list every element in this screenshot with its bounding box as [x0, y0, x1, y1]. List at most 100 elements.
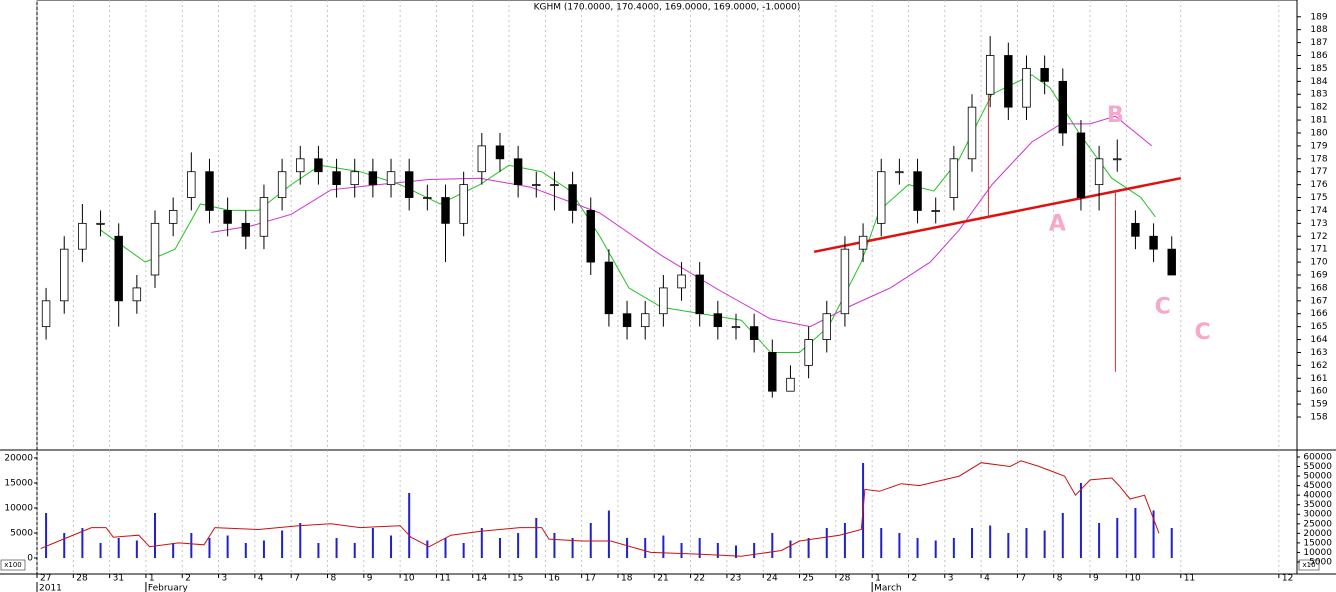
- volume-bar: [680, 543, 683, 558]
- candle-body: [350, 171, 359, 186]
- y-tick-label: 165: [1310, 322, 1327, 332]
- chart-title: KGHM (170.0000, 170.4000, 169.0000, 169.…: [534, 3, 801, 13]
- volume-bar: [208, 538, 211, 558]
- x-tick-label: 9: [367, 574, 373, 584]
- volume-bar: [408, 493, 411, 558]
- volume-bar: [1170, 528, 1173, 558]
- candle-body: [187, 171, 196, 198]
- volume-bar: [1098, 523, 1101, 558]
- volume-bar: [916, 538, 919, 558]
- y-tick-label: 169: [1310, 270, 1327, 280]
- candle-body: [731, 326, 741, 329]
- x-tick-label: 8: [1057, 574, 1063, 584]
- candle-body: [913, 171, 922, 211]
- candle-body: [877, 171, 886, 224]
- y2-unit-label: x10: [1302, 561, 1315, 569]
- volume-bar: [226, 535, 229, 558]
- indicator-line: [211, 115, 1153, 328]
- y-tick-label: 159: [1310, 400, 1327, 410]
- x-tick-label: 2: [911, 574, 917, 584]
- candle-body: [622, 313, 632, 328]
- candle-body: [132, 287, 142, 302]
- volume-bar: [99, 543, 102, 558]
- candle-body: [150, 222, 160, 276]
- annotation: B: [1107, 103, 1124, 128]
- x-tick-label: 10: [1129, 574, 1141, 584]
- y-tick-label: 173: [1310, 219, 1327, 229]
- x-tick-label: 18: [621, 574, 633, 584]
- x-tick-label: 21: [657, 574, 668, 584]
- candle-body: [695, 274, 704, 315]
- y-tick-label: 185: [1310, 64, 1327, 74]
- candle-body: [404, 171, 414, 198]
- x-tick-label: 24: [766, 574, 778, 584]
- candle-body: [241, 222, 251, 237]
- x-tick-label: 16: [548, 574, 560, 584]
- y2-tick-label: 45000: [1303, 481, 1332, 491]
- candle-body: [96, 222, 105, 225]
- volume-bar: [63, 533, 66, 558]
- candle-body: [822, 313, 831, 340]
- volume-bar: [553, 533, 556, 558]
- y-tick-label: 20000: [4, 454, 33, 464]
- x-tick-label: 28: [76, 574, 88, 584]
- unit-box: [1298, 559, 1320, 571]
- volume-bar: [1134, 508, 1137, 558]
- candle-body: [368, 171, 378, 186]
- y2-tick-label: 60000: [1303, 452, 1332, 462]
- candle-body: [858, 235, 868, 250]
- x-tick-label: 2: [185, 574, 191, 584]
- x-tick-label: 27: [40, 574, 51, 584]
- y-tick-label: 162: [1310, 361, 1327, 371]
- volume-bar: [480, 528, 483, 558]
- y2-tick-label: 20000: [1303, 529, 1332, 539]
- x-tick-label: 17: [585, 574, 596, 584]
- candle-body: [60, 248, 69, 302]
- y-tick-label: 178: [1310, 154, 1327, 164]
- volume-bar: [971, 528, 974, 558]
- candle-body: [78, 222, 87, 250]
- candle-body: [1076, 132, 1086, 198]
- candle-body: [550, 184, 559, 187]
- y-tick-label: 167: [1310, 296, 1327, 306]
- volume-bar: [753, 543, 756, 558]
- volume-bar: [1043, 530, 1046, 558]
- y-tick-label: 171: [1310, 245, 1327, 255]
- y-tick-label: 158: [1310, 413, 1327, 423]
- volume-bar: [390, 535, 393, 558]
- y-tick-label: 183: [1310, 90, 1327, 100]
- candle-body: [768, 352, 777, 392]
- candle-body: [967, 106, 977, 160]
- x-tick-label: 12: [1282, 574, 1293, 584]
- unit-label: x100: [4, 561, 22, 569]
- candle-body: [1131, 222, 1140, 237]
- x-tick-label: 4: [984, 574, 990, 584]
- y-tick-label: 161: [1310, 374, 1327, 384]
- x-tick-label: 31: [113, 574, 124, 584]
- candle-body: [713, 313, 723, 328]
- volume-bar: [335, 538, 338, 558]
- y-tick-label: 180: [1310, 128, 1327, 138]
- candle-body: [386, 171, 396, 186]
- y-tick-label: 189: [1310, 12, 1327, 22]
- y-tick-label: 176: [1310, 180, 1327, 190]
- y-tick-label: 186: [1310, 51, 1327, 61]
- volume-bar: [154, 513, 157, 558]
- y-tick-label: 188: [1310, 25, 1327, 35]
- x-tick-label: 7: [1020, 574, 1026, 584]
- x-tick-label: 10: [403, 574, 415, 584]
- open-interest-line: [40, 460, 1160, 557]
- candle-body: [1094, 158, 1104, 186]
- candle-body: [423, 197, 432, 199]
- candle-body: [568, 184, 577, 211]
- volume-bar: [825, 528, 828, 558]
- x-tick-label: 25: [803, 574, 814, 584]
- y-tick-label: 170: [1310, 258, 1327, 268]
- y2-tick-label: 35000: [1303, 500, 1332, 510]
- x-tick-label: 1: [149, 574, 155, 584]
- month-label: March: [874, 584, 901, 592]
- y-tick-label: 181: [1310, 116, 1327, 126]
- x-tick-label: 15: [512, 574, 523, 584]
- candle-body: [441, 197, 450, 224]
